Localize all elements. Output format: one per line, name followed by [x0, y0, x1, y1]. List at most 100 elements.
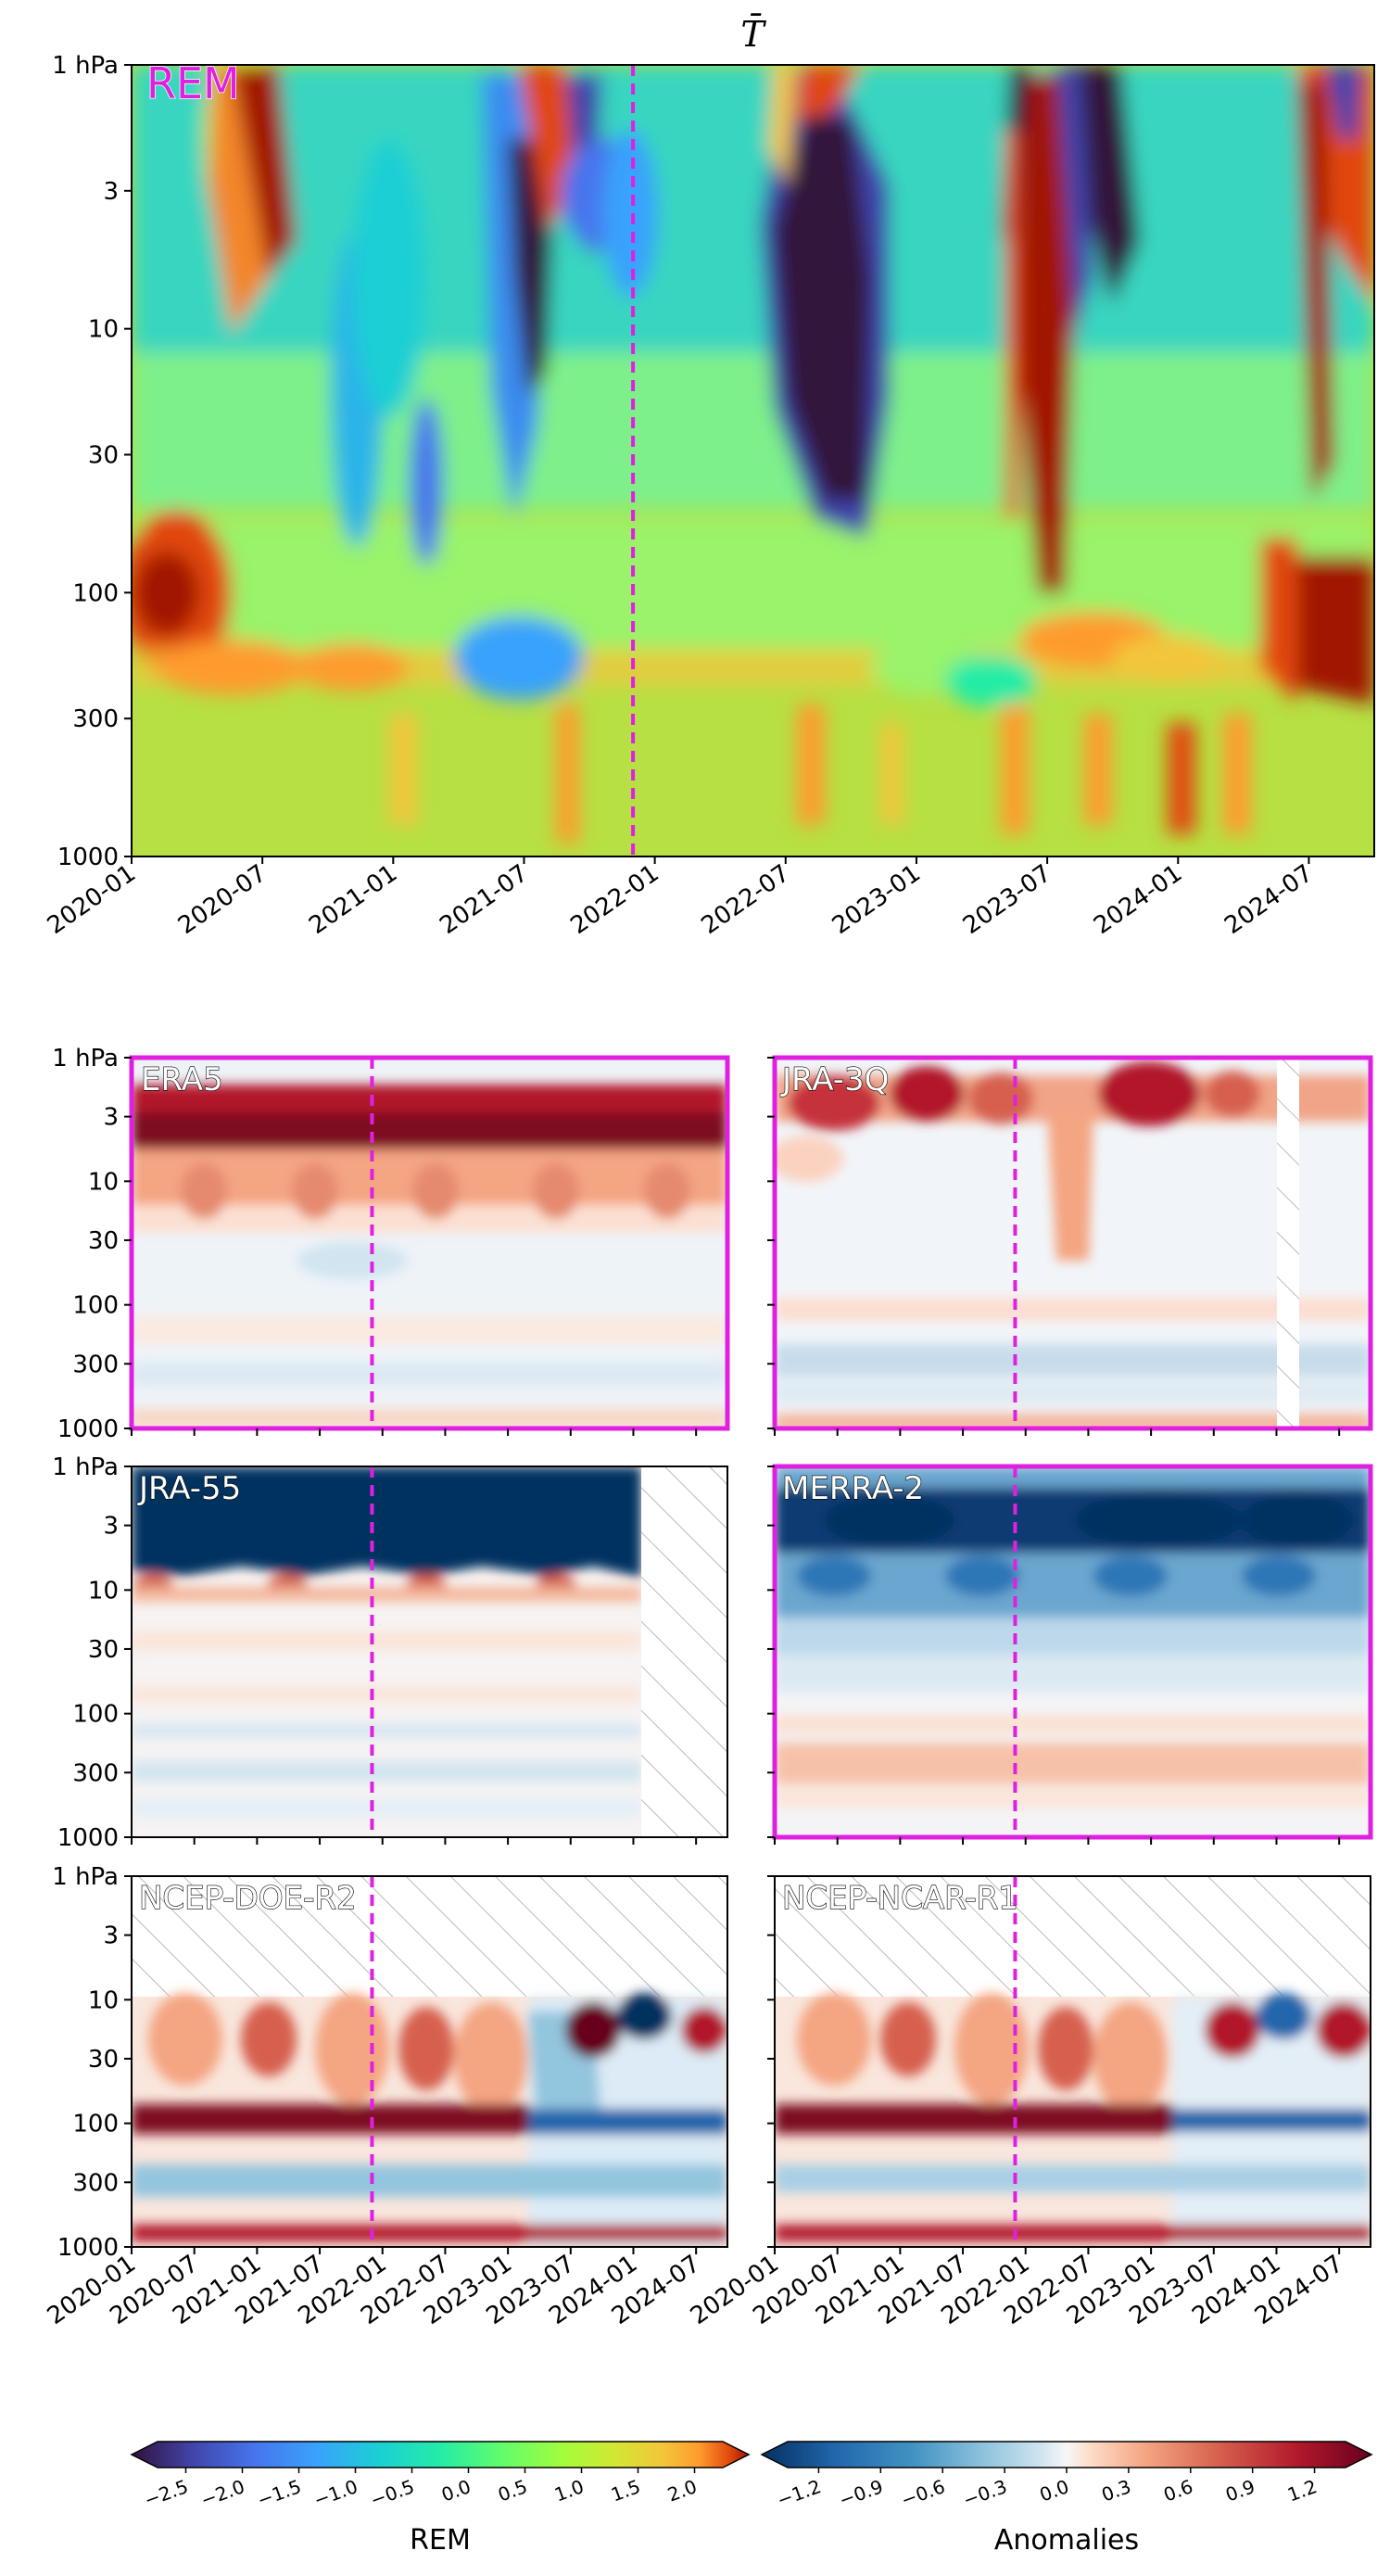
- y-tick-label: 100: [72, 1701, 119, 1729]
- y-tick-label: 1000: [57, 2234, 119, 2262]
- merra2-heatmap: [775, 1466, 1371, 1837]
- ncep-doe-r2-heatmap: [132, 1876, 727, 2247]
- colorbar-tick-label: 0.5: [495, 2475, 530, 2506]
- ncep-ncar-r1-x-axis: 2020-012020-072021-012021-072022-012022-…: [686, 2247, 1348, 2330]
- merra2-panel: MERRA-2: [767, 1464, 1373, 1845]
- y-tick-label: 300: [72, 705, 119, 733]
- x-tick-label: 2024-07: [1219, 859, 1318, 940]
- anomalies-colorbar-ticks: −1.2 −0.9 −0.6 −0.3 0.0 0.3 0.6 0.9 1.2: [774, 2468, 1320, 2511]
- colorbar-tick-label: 1.0: [551, 2475, 587, 2506]
- colorbar-tick-label: −1.5: [254, 2475, 304, 2511]
- x-tick-label: 2022-07: [697, 859, 795, 940]
- rem-panel-label: REM: [146, 58, 240, 108]
- y-tick-label: 1 hPa: [52, 1045, 119, 1072]
- anomalies-colorbar-label: Anomalies: [994, 2524, 1139, 2557]
- y-tick-label: 10: [88, 316, 119, 344]
- x-tick-label: 2023-01: [828, 859, 926, 940]
- jra55-frame: [131, 1466, 728, 1838]
- y-tick-label: 100: [72, 579, 119, 607]
- colorbar-tick-label: −0.9: [836, 2475, 886, 2511]
- y-tick-label: 1 hPa: [52, 52, 119, 80]
- x-tick-label: 2021-01: [304, 859, 402, 940]
- merra2-y-axis: [767, 1466, 775, 1838]
- y-tick-label: 3: [103, 1513, 119, 1541]
- era5-heatmap: [132, 1058, 727, 1428]
- anomalies-colorbar: −1.2 −0.9 −0.6 −0.3 0.0 0.3 0.6 0.9 1.2 Anomalie…: [760, 2441, 1373, 2557]
- missing-data-hatch: [641, 1466, 727, 1837]
- colorbar-tick-label: −2.5: [141, 2475, 191, 2511]
- merra2-x-axis: [774, 1837, 1341, 1845]
- merra2-label: MERRA-2: [782, 1470, 924, 1507]
- ncep-doe-r2-panel: NCEP-DOE-R2 1 hPa 3 10 30 100 300 1000 2020-01…: [43, 1863, 728, 2330]
- era5-x-axis: [131, 1428, 698, 1436]
- era5-label: ERA5: [141, 1061, 223, 1098]
- colorbar-tick-label: −1.2: [774, 2475, 824, 2511]
- rem-heatmap: [132, 65, 1374, 857]
- era5-panel: ERA5 1 hPa 3 10 30 100 300 1000: [52, 1045, 730, 1443]
- y-tick-label: 30: [88, 2046, 119, 2074]
- colorbar-tick-label: 0.9: [1222, 2475, 1257, 2506]
- colorbar-tick-label: 0.0: [438, 2475, 474, 2506]
- jra55-label: JRA-55: [137, 1470, 241, 1507]
- jra3q-highlight-frame: [772, 1055, 1373, 1431]
- era5-y-axis: 1 hPa 3 10 30 100 300 1000: [52, 1045, 132, 1443]
- rem-colorbar-bar: [130, 2441, 751, 2468]
- colorbar-tick-label: 1.5: [608, 2475, 643, 2506]
- jra55-y-axis: 1 hPa 3 10 30 100 300 1000: [52, 1453, 132, 1852]
- era5-highlight-frame: [129, 1055, 730, 1431]
- y-tick-label: 30: [88, 1227, 119, 1255]
- colorbar-tick-label: −0.5: [367, 2475, 417, 2511]
- jra3q-heatmap: [775, 1058, 1371, 1428]
- y-tick-label: 30: [88, 441, 119, 469]
- y-tick-label: 3: [103, 1104, 119, 1132]
- ncep-doe-r2-x-axis: 2020-012020-072021-012021-072022-012022-…: [43, 2247, 705, 2330]
- ncep-ncar-r1-label: NCEP-NCAR-R1: [782, 1880, 1018, 1917]
- y-tick-label: 3: [103, 1922, 119, 1950]
- colorbar-tick-label: 0.3: [1098, 2475, 1133, 2506]
- merra2-highlight-frame: [772, 1464, 1373, 1840]
- y-tick-label: 300: [72, 1759, 119, 1787]
- x-tick-label: 2024-01: [1089, 859, 1187, 940]
- colorbar-tick-label: −0.6: [898, 2475, 948, 2511]
- ncep-ncar-r1-heatmap: [775, 1876, 1371, 2247]
- rem-colorbar-label: REM: [410, 2524, 471, 2557]
- jra55-x-axis: [131, 1837, 698, 1845]
- ncep-doe-r2-frame: [131, 1875, 728, 2248]
- missing-data-hatch: [1277, 1058, 1299, 1428]
- colorbar-tick-label: 0.6: [1160, 2475, 1195, 2506]
- colorbar-tick-label: 2.0: [664, 2475, 700, 2506]
- y-tick-label: 1000: [57, 844, 119, 871]
- rem-y-axis: 1 hPa 3 10 30 100 300 1000: [52, 52, 132, 871]
- jra3q-x-axis: [774, 1428, 1341, 1436]
- jra3q-panel: JRA-3Q: [767, 1055, 1373, 1436]
- x-tick-label: 2020-01: [43, 859, 141, 940]
- ncep-ncar-r1-frame: [774, 1875, 1371, 2248]
- ncep-ncar-r1-panel: NCEP-NCAR-R1 2020-012020-072021-012021-0…: [686, 1875, 1371, 2330]
- y-tick-label: 1 hPa: [52, 1863, 119, 1891]
- y-tick-label: 100: [72, 2111, 119, 2138]
- x-tick-label: 2022-01: [565, 859, 663, 940]
- y-tick-label: 1000: [57, 1415, 119, 1443]
- y-tick-label: 3: [103, 178, 119, 206]
- y-tick-label: 100: [72, 1292, 119, 1320]
- x-tick-label: 2020-07: [173, 859, 272, 940]
- ncep-doe-r2-y-axis: 1 hPa 3 10 30 100 300 1000: [52, 1863, 132, 2262]
- y-tick-label: 10: [88, 1986, 119, 2014]
- jra3q-label: JRA-3Q: [780, 1061, 889, 1098]
- y-tick-label: 1000: [57, 1824, 119, 1852]
- colorbar-tick-label: −2.0: [197, 2475, 247, 2511]
- x-tick-label: 2021-07: [435, 859, 533, 940]
- x-tick-label: 2023-07: [958, 859, 1056, 940]
- colorbar-tick-label: 1.2: [1284, 2475, 1320, 2506]
- colorbar-tick-label: 0.0: [1037, 2475, 1072, 2506]
- jra3q-y-axis: [767, 1057, 775, 1429]
- rem-colorbar-ticks: −2.5 −2.0 −1.5 −1.0 −0.5 0.0 0.5 1.0 1.5 2.0: [141, 2468, 700, 2511]
- ncep-ncar-r1-y-axis: [767, 1875, 775, 2248]
- rem-colorbar: −2.5 −2.0 −1.5 −1.0 −0.5 0.0 0.5 1.0 1.5 2.0 REM: [130, 2441, 751, 2557]
- colorbar-tick-label: −1.0: [310, 2475, 360, 2511]
- y-tick-label: 1 hPa: [52, 1453, 119, 1481]
- y-tick-label: 30: [88, 1636, 119, 1664]
- rem-panel-frame: [131, 64, 1375, 857]
